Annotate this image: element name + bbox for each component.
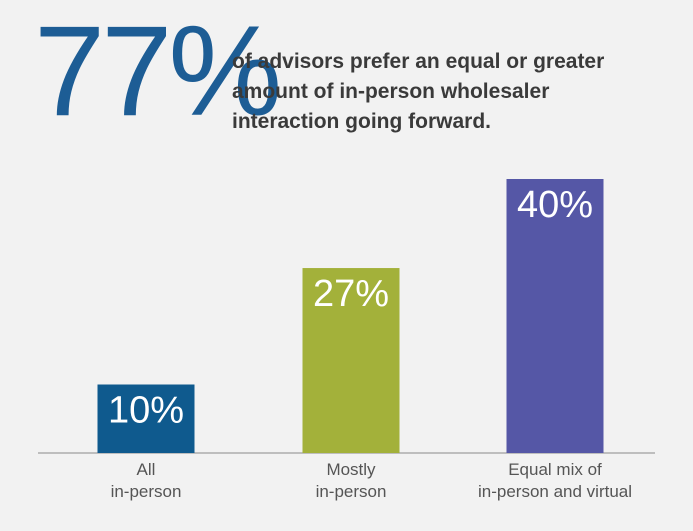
highlight-figure: 77%: [34, 0, 282, 143]
category-label: Equal mix of in-person and virtual: [477, 460, 633, 501]
category-label: All in-person: [110, 460, 182, 501]
headline: of advisors prefer an equal or greater a…: [232, 50, 605, 133]
value-label: 27%: [313, 273, 389, 315]
bar: [506, 179, 604, 453]
value-label: 10%: [108, 390, 184, 432]
value-label: 40%: [517, 184, 593, 226]
bar: [302, 268, 400, 453]
category-label: Mostly in-person: [315, 460, 387, 501]
bar: [97, 384, 195, 453]
